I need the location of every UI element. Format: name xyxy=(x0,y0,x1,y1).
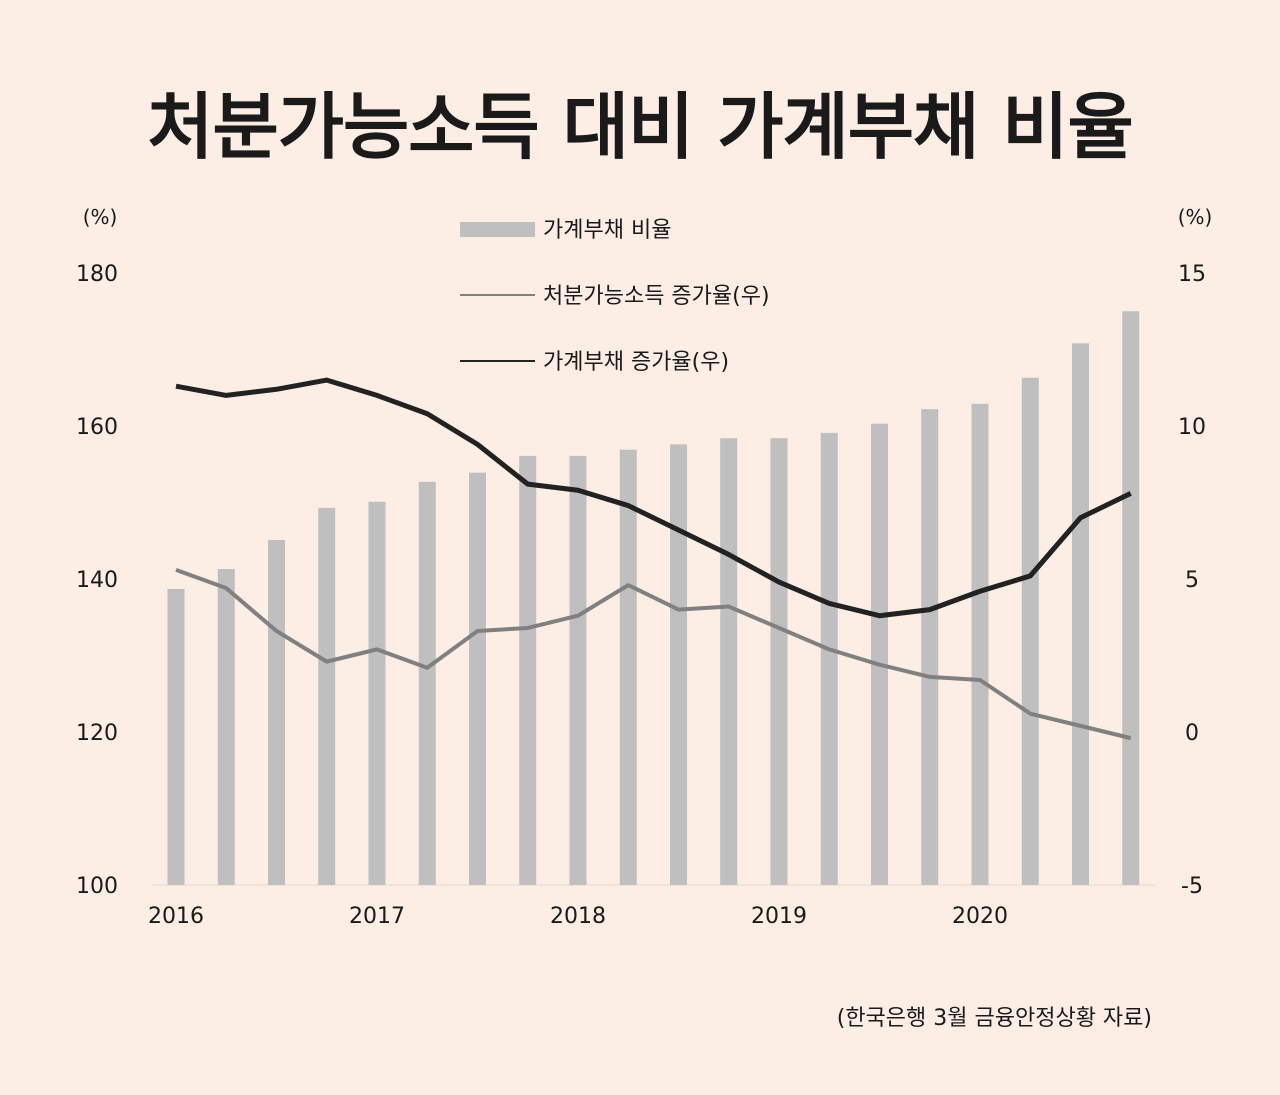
bar xyxy=(971,403,989,885)
bar xyxy=(1122,311,1140,885)
x-tick-label: 2017 xyxy=(349,904,405,929)
bar xyxy=(569,455,587,885)
bar xyxy=(167,588,185,885)
bar xyxy=(418,481,436,885)
left-tick-label: 100 xyxy=(76,874,118,899)
bar xyxy=(921,409,939,885)
right-tick-label: 0 xyxy=(1185,721,1199,746)
x-tick-label: 2018 xyxy=(550,904,606,929)
bar xyxy=(318,507,336,885)
left-tick-label: 160 xyxy=(76,415,118,440)
right-tick-label: -5 xyxy=(1181,874,1203,899)
x-tick-label: 2016 xyxy=(148,904,204,929)
bar xyxy=(1021,377,1039,885)
legend-label: 처분가능소득 증가율(우) xyxy=(543,284,770,309)
bar xyxy=(871,423,888,885)
left-tick-label: 120 xyxy=(76,721,118,746)
source-note: (한국은행 3월 금융안정상황 자료) xyxy=(836,1006,1152,1031)
right-axis-unit: (%) xyxy=(1178,205,1213,229)
line-series-1 xyxy=(175,567,1132,741)
legend-label: 가계부채 비율 xyxy=(543,218,671,243)
bar xyxy=(1072,343,1089,885)
line-series-2 xyxy=(175,377,1132,619)
legend-label: 가계부채 증가율(우) xyxy=(543,350,729,375)
bar xyxy=(217,569,235,885)
bar xyxy=(670,444,687,885)
left-axis-unit: (%) xyxy=(83,205,118,229)
right-tick-label: 5 xyxy=(1185,568,1199,593)
chart-title: 처분가능소득 대비 가계부채 비율 xyxy=(147,85,1134,169)
bar xyxy=(720,438,738,885)
left-tick-label: 180 xyxy=(76,262,118,287)
legend-swatch-bar xyxy=(460,222,535,237)
bar xyxy=(770,438,788,885)
left-tick-label: 140 xyxy=(76,568,118,593)
bar xyxy=(820,432,838,885)
right-tick-label: 15 xyxy=(1178,262,1206,287)
bar xyxy=(519,455,537,885)
right-tick-label: 10 xyxy=(1178,415,1206,440)
bar xyxy=(469,472,486,885)
bar xyxy=(268,539,285,885)
x-tick-label: 2019 xyxy=(751,904,807,929)
x-tick-label: 2020 xyxy=(952,904,1008,929)
bar xyxy=(619,449,637,885)
bar xyxy=(368,501,386,885)
